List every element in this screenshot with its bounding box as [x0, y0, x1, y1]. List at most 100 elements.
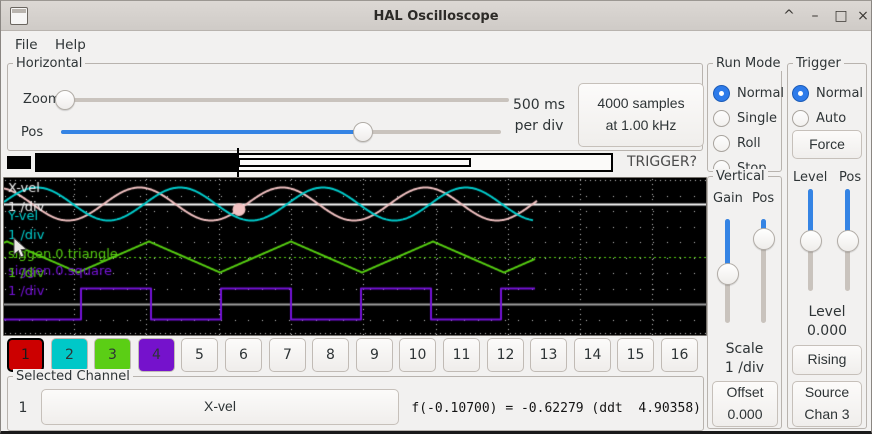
slider-handle[interactable]	[55, 90, 75, 110]
vertical-offset-button[interactable]: Offset 0.000	[712, 381, 778, 427]
slider-track[interactable]	[55, 98, 509, 102]
channel-button-10[interactable]: 10	[399, 338, 436, 372]
selected-channel-number: 1	[18, 400, 28, 416]
mouse-cursor-icon	[13, 237, 28, 258]
trigger-level-slider[interactable]	[800, 189, 822, 291]
radio-label: Auto	[816, 111, 847, 126]
channel-button-5[interactable]: 5	[181, 338, 218, 372]
time-per-div-value: 500 ms	[512, 97, 566, 113]
selected-channel-group: Selected Channel	[7, 369, 704, 431]
radio-icon[interactable]	[792, 85, 809, 102]
horizontal-zoom-slider[interactable]	[55, 90, 509, 110]
minimize-button[interactable]: –	[811, 8, 819, 24]
trigger-pos-slider-label: Pos	[839, 170, 862, 185]
trigger-mode-radios: Normal Auto	[792, 81, 863, 131]
record-bar[interactable]	[35, 153, 613, 172]
radio-icon[interactable]	[713, 85, 730, 102]
channel-button-8[interactable]: 8	[312, 338, 349, 372]
sample-count: 4000 samples	[597, 95, 685, 112]
vertical-pos-slider[interactable]	[753, 219, 775, 323]
slider-fill	[725, 219, 730, 275]
zoom-label: Zoom	[23, 92, 61, 107]
channel-button-2[interactable]: 2	[51, 338, 88, 372]
radio-icon[interactable]	[792, 110, 809, 127]
channel-button-12[interactable]: 12	[487, 338, 524, 372]
channel-button-11[interactable]: 11	[443, 338, 480, 372]
trigger-position-tick	[237, 148, 239, 177]
slider-fill	[845, 189, 850, 242]
run-mode-option-normal[interactable]: Normal	[713, 81, 784, 106]
channel-button-13[interactable]: 13	[530, 338, 567, 372]
run-mode-option-roll[interactable]: Roll	[713, 131, 784, 156]
radio-icon[interactable]	[713, 110, 730, 127]
run-mode-title: Run Mode	[713, 56, 784, 71]
menubar: File Help	[1, 31, 871, 58]
slider-fill	[808, 189, 813, 242]
menu-help[interactable]: Help	[55, 36, 86, 53]
sample-rate-button[interactable]: 4000 samples at 1.00 kHz	[578, 83, 704, 147]
channel-button-4[interactable]: 4	[138, 338, 175, 372]
trigger-level-value: 0.000	[806, 323, 848, 339]
radio-icon[interactable]	[713, 135, 730, 152]
slider-handle[interactable]	[800, 230, 822, 253]
time-per-div-unit: per div	[514, 118, 564, 134]
record-view-window[interactable]	[238, 158, 471, 167]
trigger-source-caption: Source	[804, 384, 850, 401]
vertical-scale-caption: Scale	[725, 341, 764, 357]
run-mode-option-single[interactable]: Single	[713, 106, 784, 131]
radio-label: Normal	[816, 86, 864, 101]
channel-button-1[interactable]: 1	[7, 338, 44, 372]
trigger-source-button[interactable]: Source Chan 3	[792, 381, 862, 427]
trigger-source-value: Chan 3	[804, 406, 850, 422]
trigger-level-slider-label: Level	[793, 170, 828, 185]
slider-fill	[61, 130, 363, 134]
channel-button-16[interactable]: 16	[661, 338, 698, 372]
maximize-button[interactable]: □	[834, 8, 848, 24]
channel-button-7[interactable]: 7	[269, 338, 306, 372]
vertical-group: Vertical	[707, 169, 782, 429]
trigger-edge-button[interactable]: Rising	[792, 345, 862, 375]
shade-button[interactable]: ^	[783, 8, 795, 24]
trigger-group-title: Trigger	[793, 56, 844, 71]
sample-rate: at 1.00 kHz	[605, 117, 677, 133]
record-bar-pre[interactable]	[7, 156, 31, 169]
horizontal-group-title: Horizontal	[13, 56, 86, 71]
trigger-pos-slider[interactable]	[837, 189, 859, 291]
menu-file[interactable]: File	[15, 36, 38, 53]
channel-value-readout: f(-0.10700) = -0.62279 (ddt 4.90358)	[411, 401, 701, 416]
trigger-group: Trigger	[787, 56, 867, 429]
vertical-gain-slider[interactable]	[717, 219, 739, 323]
window-icon[interactable]	[10, 7, 28, 25]
radio-label: Normal	[737, 86, 785, 101]
run-mode-radios: NormalSingleRollStop	[713, 81, 784, 181]
oscilloscope-display[interactable]	[3, 177, 707, 336]
vertical-gain-slider-label: Gain	[713, 191, 743, 206]
channel-button-3[interactable]: 3	[94, 338, 131, 372]
horizontal-pos-slider[interactable]	[61, 122, 501, 142]
slider-handle[interactable]	[717, 263, 739, 286]
vertical-pos-slider-label: Pos	[752, 191, 775, 206]
slider-handle[interactable]	[837, 230, 859, 253]
channel-button-15[interactable]: 15	[617, 338, 654, 372]
channel-name-button[interactable]: X-vel	[41, 389, 399, 425]
close-button[interactable]: ×	[857, 8, 869, 24]
record-bar-fill	[37, 155, 238, 170]
radio-label: Single	[737, 111, 777, 126]
channel-button-14[interactable]: 14	[574, 338, 611, 372]
window-title: HAL Oscilloscope	[373, 8, 499, 24]
vertical-offset-caption: Offset	[726, 384, 764, 401]
channel-button-9[interactable]: 9	[356, 338, 393, 372]
trigger-mode-option-auto[interactable]: Auto	[792, 106, 863, 131]
vertical-offset-value: 0.000	[727, 406, 763, 422]
force-trigger-button[interactable]: Force	[792, 130, 862, 159]
slider-handle[interactable]	[753, 227, 775, 250]
trigger-question-label: TRIGGER?	[626, 154, 698, 170]
slider-track[interactable]	[761, 219, 766, 323]
channel-button-6[interactable]: 6	[225, 338, 262, 372]
vertical-scale-value: 1 /div	[724, 360, 765, 376]
titlebar: HAL Oscilloscope ^ – □ ×	[1, 1, 871, 31]
selected-channel-title: Selected Channel	[13, 369, 133, 384]
trigger-mode-option-normal[interactable]: Normal	[792, 81, 863, 106]
slider-handle[interactable]	[352, 122, 373, 142]
